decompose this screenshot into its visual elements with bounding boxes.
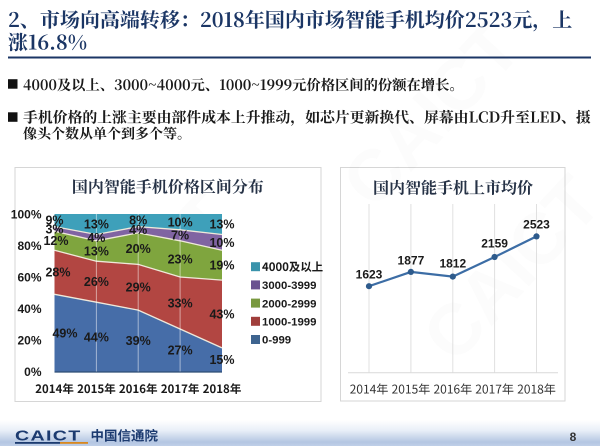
svg-text:26%: 26% (84, 275, 109, 289)
svg-text:10%: 10% (209, 236, 234, 250)
svg-text:3000-3999: 3000-3999 (262, 280, 316, 292)
svg-text:19%: 19% (209, 259, 234, 273)
svg-text:100%: 100% (11, 207, 42, 221)
svg-text:1812: 1812 (439, 256, 466, 270)
svg-text:2159: 2159 (481, 237, 508, 251)
svg-text:4%: 4% (87, 231, 105, 245)
svg-text:0-999: 0-999 (262, 335, 291, 347)
svg-text:60%: 60% (17, 270, 41, 284)
svg-text:12%: 12% (43, 234, 68, 248)
svg-text:43%: 43% (209, 307, 234, 321)
svg-text:13%: 13% (84, 218, 109, 232)
svg-text:39%: 39% (126, 334, 151, 348)
svg-text:23%: 23% (168, 252, 193, 266)
svg-text:33%: 33% (168, 296, 193, 310)
svg-text:0%: 0% (24, 365, 42, 379)
svg-text:8%: 8% (129, 214, 147, 228)
svg-text:44%: 44% (84, 330, 109, 344)
svg-text:13%: 13% (209, 218, 234, 232)
svg-text:2523: 2523 (523, 218, 550, 232)
svg-text:20%: 20% (126, 242, 151, 256)
svg-text:20%: 20% (17, 333, 41, 347)
svg-text:49%: 49% (52, 326, 77, 340)
svg-text:1877: 1877 (398, 254, 425, 268)
svg-text:1000-1999: 1000-1999 (262, 317, 316, 329)
svg-text:8: 8 (570, 430, 577, 444)
svg-text:28%: 28% (45, 266, 70, 280)
svg-text:4%: 4% (129, 223, 147, 237)
svg-text:9%: 9% (45, 214, 63, 228)
svg-text:3%: 3% (45, 222, 63, 236)
svg-text:2000-2999: 2000-2999 (262, 298, 316, 310)
svg-text:1623: 1623 (356, 267, 383, 281)
svg-text:CAICT: CAICT (15, 427, 82, 444)
svg-text:40%: 40% (17, 302, 41, 316)
svg-text:80%: 80% (17, 239, 41, 253)
svg-text:27%: 27% (168, 344, 193, 358)
svg-text:13%: 13% (84, 244, 109, 258)
svg-text:15%: 15% (209, 353, 234, 367)
svg-text:10%: 10% (168, 215, 193, 229)
svg-text:7%: 7% (171, 229, 189, 243)
svg-text:29%: 29% (126, 281, 151, 295)
